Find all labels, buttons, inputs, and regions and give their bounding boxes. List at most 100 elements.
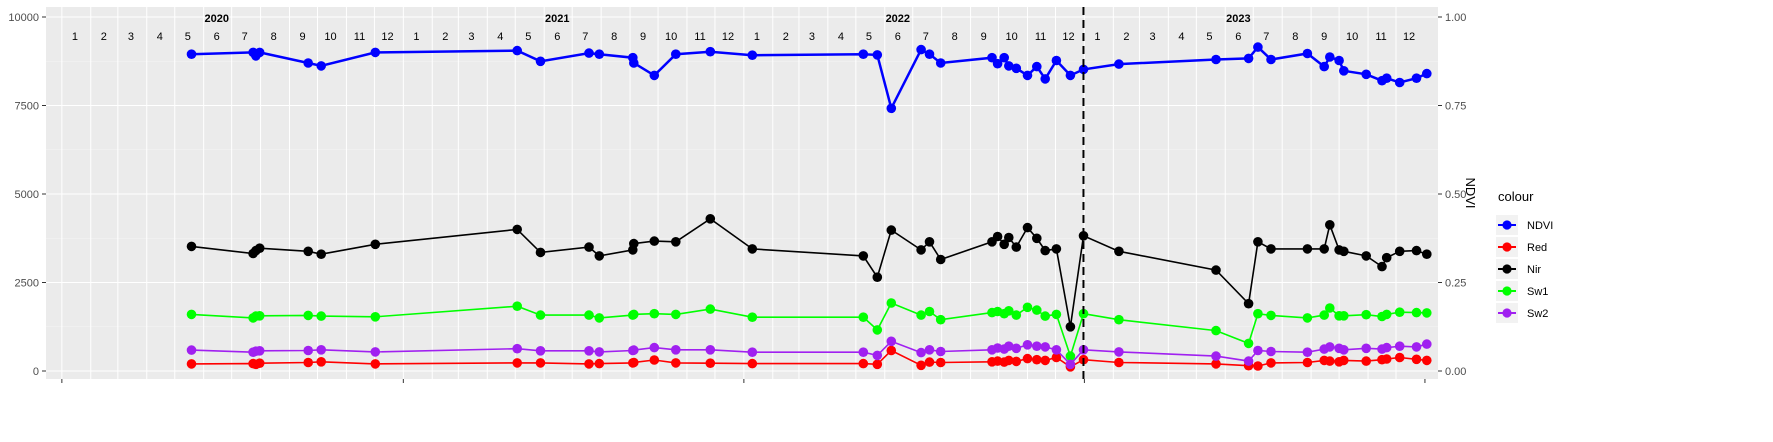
- data-point: [649, 236, 660, 246]
- month-label: 3: [1149, 31, 1155, 43]
- right-y-tick-label: 1.00: [1445, 12, 1466, 24]
- data-point: [1266, 346, 1276, 357]
- month-label: 12: [722, 31, 734, 43]
- data-point: [747, 358, 758, 369]
- data-point: [649, 355, 660, 365]
- legend-label: NDVI: [1527, 220, 1553, 232]
- data-point: [1394, 307, 1405, 318]
- data-point: [1243, 338, 1254, 349]
- data-point: [872, 350, 883, 361]
- data-point: [935, 58, 946, 68]
- data-point: [916, 347, 926, 358]
- data-point: [303, 246, 314, 257]
- data-point: [858, 312, 869, 323]
- data-point: [705, 304, 716, 314]
- data-point: [1022, 222, 1033, 233]
- data-point: [1032, 354, 1042, 365]
- data-point: [1411, 354, 1422, 365]
- data-point: [535, 310, 546, 320]
- data-point: [886, 225, 897, 235]
- data-point: [992, 58, 1003, 69]
- data-point: [747, 244, 758, 254]
- month-label: 8: [611, 31, 617, 43]
- data-point: [1114, 246, 1124, 257]
- data-point: [886, 345, 897, 356]
- data-point: [1211, 325, 1221, 336]
- data-point: [999, 52, 1009, 63]
- data-point: [1394, 341, 1405, 352]
- month-label: 4: [1178, 31, 1184, 43]
- data-point: [316, 345, 327, 355]
- right-y-axis: 0.00 0.25 0.50 0.75 1.00: [1438, 12, 1466, 378]
- data-point: [186, 241, 197, 252]
- data-point: [316, 249, 327, 259]
- data-point: [671, 309, 681, 320]
- month-label: 9: [300, 31, 306, 43]
- data-point: [747, 312, 758, 323]
- month-label: 2: [1123, 31, 1129, 43]
- data-point: [303, 345, 314, 356]
- legend-label: Nir: [1527, 264, 1541, 276]
- data-point: [1394, 77, 1405, 88]
- data-point: [705, 345, 716, 355]
- month-label: 4: [157, 31, 163, 43]
- month-label: 5: [866, 31, 872, 43]
- data-point: [1381, 342, 1392, 353]
- data-point: [1040, 355, 1050, 366]
- data-point: [303, 58, 314, 68]
- data-point: [886, 336, 897, 347]
- data-point: [1032, 233, 1042, 244]
- data-point: [1266, 54, 1276, 65]
- series-sw2: [186, 336, 1432, 370]
- data-point: [1253, 345, 1263, 356]
- legend-key-point: [1502, 286, 1512, 296]
- data-point: [1339, 345, 1349, 355]
- right-y-tick-label: 0.75: [1445, 101, 1466, 113]
- data-point: [1211, 351, 1221, 361]
- data-point: [1361, 69, 1371, 80]
- data-point: [1422, 308, 1432, 318]
- month-label: 5: [1206, 31, 1212, 43]
- data-point: [1339, 355, 1349, 366]
- data-point: [747, 50, 758, 60]
- month-label: 3: [809, 31, 815, 43]
- month-label: 12: [1062, 31, 1074, 43]
- data-point: [935, 357, 946, 368]
- data-point: [858, 251, 869, 261]
- data-point: [512, 358, 522, 368]
- month-label: 3: [128, 31, 134, 43]
- data-point: [186, 49, 197, 59]
- data-point: [535, 358, 546, 368]
- month-label: 8: [271, 31, 277, 43]
- data-point: [747, 347, 758, 358]
- data-point: [594, 358, 605, 369]
- data-point: [629, 309, 639, 320]
- data-point: [512, 224, 522, 235]
- data-point: [1381, 354, 1392, 364]
- data-point: [1032, 305, 1042, 315]
- month-label: 1: [413, 31, 419, 43]
- data-point: [1211, 359, 1221, 369]
- legend: colour NDVI Red Nir Sw1 Sw2: [1496, 189, 1553, 323]
- data-point: [872, 50, 883, 60]
- data-point: [1319, 244, 1329, 254]
- month-label: 1: [754, 31, 760, 43]
- data-point: [1266, 358, 1276, 368]
- month-label: 1: [1094, 31, 1100, 43]
- data-point: [1325, 356, 1335, 366]
- data-point: [1394, 352, 1405, 363]
- data-point: [671, 49, 681, 59]
- data-point: [705, 358, 716, 369]
- data-point: [1422, 339, 1432, 349]
- data-point: [1211, 54, 1221, 65]
- data-point: [584, 242, 594, 252]
- data-point: [1302, 48, 1313, 59]
- month-label: 6: [895, 31, 901, 43]
- data-point: [1411, 342, 1422, 352]
- legend-label: Sw2: [1527, 308, 1548, 320]
- data-point: [254, 47, 265, 58]
- right-y-tick-label: 0.00: [1445, 366, 1466, 378]
- data-point: [935, 254, 946, 265]
- month-label: 6: [1235, 31, 1241, 43]
- legend-key-point: [1502, 264, 1512, 274]
